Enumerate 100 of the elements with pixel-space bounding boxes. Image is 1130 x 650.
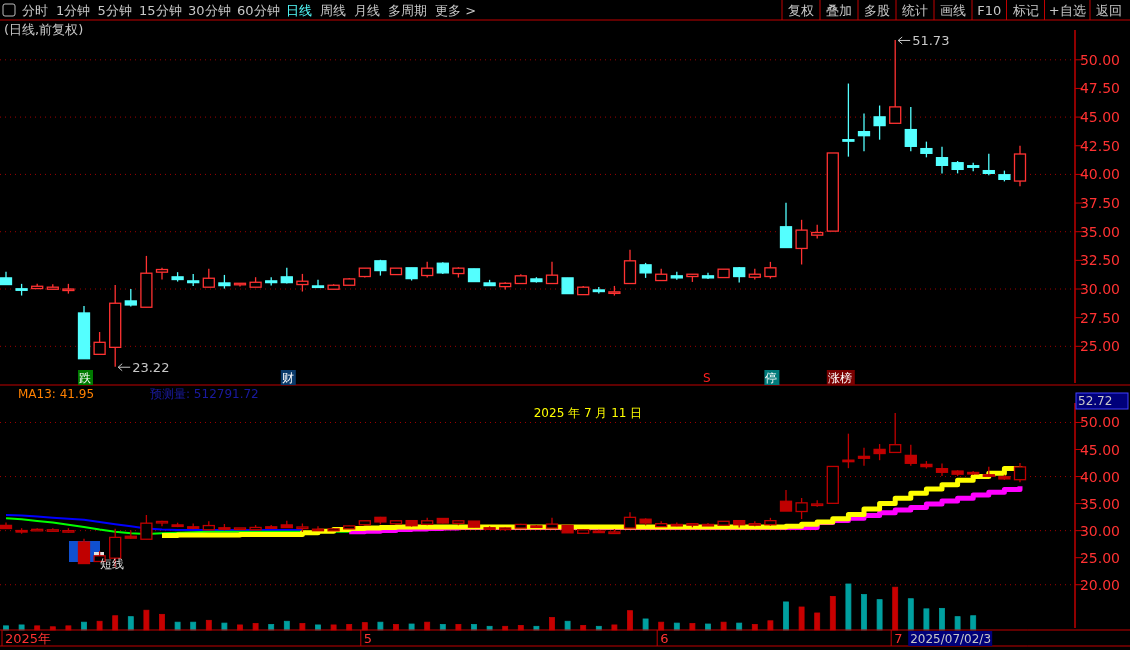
text: 5 [363, 631, 373, 646]
candlestick [545, 261, 559, 285]
y-tick-label: 25.00 [1079, 549, 1120, 566]
annotation: 23.22 [132, 359, 170, 375]
y-tick-label: 30.00 [1079, 522, 1120, 539]
bar [954, 616, 961, 631]
annotation: 财 [281, 371, 294, 385]
text: 7 [894, 631, 903, 646]
annotation: S [703, 371, 711, 385]
y-tick-label: 50.00 [1079, 51, 1120, 68]
bar [673, 622, 680, 631]
bar [970, 615, 977, 631]
text: 5分钟 [97, 3, 132, 18]
y-tick-label: 27.50 [1079, 309, 1120, 326]
bar [736, 622, 743, 631]
text: 1分钟 [56, 3, 91, 18]
y-tick-label: 50.00 [1079, 414, 1120, 431]
candlestick [904, 444, 917, 467]
bar [642, 618, 649, 631]
y-tick-label: 35.00 [1079, 223, 1120, 240]
bar [876, 599, 883, 631]
text: 预测量: 512791.72 [150, 387, 259, 401]
candlestick [77, 538, 91, 565]
text: F10 [977, 3, 1002, 18]
bar [408, 623, 415, 631]
annotation: 涨榜 [827, 371, 852, 385]
candlestick [1013, 462, 1027, 483]
y-tick-label: 47.50 [1079, 80, 1120, 97]
bar [377, 621, 384, 631]
bar [861, 594, 867, 631]
candlestick [623, 249, 637, 285]
y-tick-label: 45.00 [1079, 109, 1120, 126]
text: 叠加 [826, 3, 852, 18]
candlestick [935, 462, 949, 477]
annotation: 51.73 [912, 32, 950, 48]
text: 2025/07/02/3 [910, 632, 992, 646]
candlestick [935, 146, 949, 175]
bar [783, 601, 789, 631]
y-tick-label: 30.00 [1079, 281, 1120, 298]
bar [705, 623, 711, 631]
text: MA13: 41.95 [18, 387, 95, 401]
candlestick [202, 268, 215, 288]
bar [907, 598, 914, 631]
text: 多股 [864, 3, 890, 18]
annotation: 2025 年 7 月 11 日 [533, 406, 643, 420]
text: 标记 [1011, 3, 1039, 18]
candlestick [311, 279, 325, 289]
y-tick-label: 32.50 [1079, 252, 1120, 269]
y-tick-label: 42.50 [1079, 137, 1120, 154]
y-tick-label: 37.50 [1079, 195, 1120, 212]
bar [845, 583, 852, 631]
bar [939, 607, 945, 631]
bar [315, 624, 321, 631]
text: 周线 [320, 3, 346, 18]
y-tick-label: 40.00 [1079, 468, 1120, 485]
candlestick [873, 104, 886, 141]
text: 6 [660, 631, 669, 646]
text: 2025年 [5, 631, 52, 646]
annotation: 短线 [100, 557, 124, 571]
candlestick [140, 514, 153, 540]
y-tick-label: 20.00 [1079, 576, 1120, 593]
text: 52.72 [1078, 394, 1113, 408]
text: 分时 [22, 3, 48, 18]
candlestick [857, 447, 871, 467]
candlestick [795, 219, 808, 266]
text: 月线 [354, 3, 380, 18]
bar [564, 620, 571, 631]
bar [221, 622, 228, 631]
text: 30分钟 [188, 3, 231, 18]
candlestick [857, 112, 871, 152]
text: 60分钟 [237, 3, 280, 18]
text: 返回 [1096, 3, 1122, 18]
text: 15分钟 [139, 3, 182, 18]
y-tick-label: 25.00 [1079, 338, 1120, 355]
text: 复权 [788, 3, 814, 18]
text: 更多 > [435, 3, 477, 18]
candlestick [93, 331, 106, 355]
candlestick [795, 497, 808, 520]
candlestick [889, 39, 902, 124]
candlestick [904, 106, 917, 152]
bar [923, 608, 930, 631]
text: +自选 [1048, 3, 1086, 18]
y-tick-label: 40.00 [1079, 166, 1120, 183]
text: 日线 [286, 3, 312, 18]
y-tick-label: 45.00 [1079, 441, 1120, 458]
text: 画线 [940, 3, 966, 18]
annotation: 停 [765, 371, 778, 385]
y-tick-label: 35.00 [1079, 495, 1120, 512]
bar [18, 624, 25, 631]
candlestick [779, 202, 793, 249]
text: 多周期 [388, 3, 427, 18]
candlestick [779, 489, 793, 512]
chart-title: (日线,前复权) [4, 22, 84, 37]
candlestick [889, 412, 902, 454]
text: 统计 [902, 3, 928, 18]
bar [174, 621, 181, 631]
bar [127, 616, 134, 631]
candlestick [842, 82, 855, 158]
candlestick [982, 153, 995, 176]
annotation: 跌 [79, 371, 91, 385]
